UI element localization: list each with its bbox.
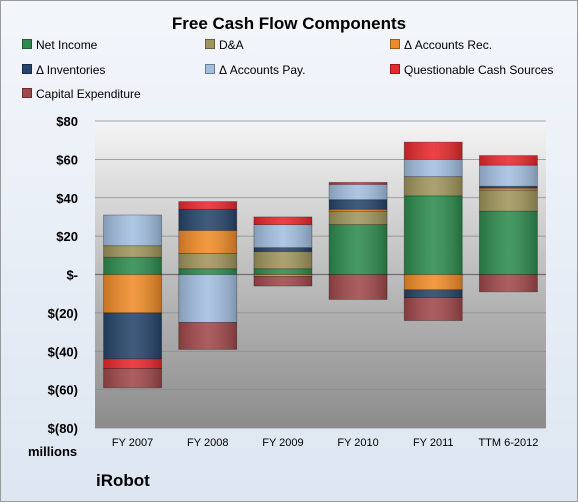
bar-segment-shade [178,322,237,350]
legend-swatch [390,64,400,74]
bar-segment-shade [479,211,538,275]
legend-label: Capital Expenditure [36,87,141,101]
y-tick-label: $(80) [48,421,78,436]
bar-segment-shade [103,368,162,388]
bar-segment-shade [404,159,463,177]
bar-segment-shade [404,289,463,298]
legend-item-inventories: Δ Inventories [22,63,105,77]
bar-segment-shade [479,165,538,187]
bar-segment-shade [103,312,162,359]
legend-label: Net Income [36,38,98,52]
bar-segment-shade [404,274,463,290]
bar-segment-shade [103,257,162,275]
bar-segment-shade [253,247,312,252]
bar-segment-shade [329,211,388,225]
bar-segment-shade [404,195,463,275]
bar-segment-shade [329,274,388,300]
bar-segment-shade [253,224,312,248]
x-axis: FY 2007 FY 2008 FY 2009 FY 2010 FY 2011 TTM 6… [112,437,538,449]
legend-label: Questionable Cash Sources [404,63,554,77]
bar-segment-shade [479,274,538,292]
legend-item-da: D&A [205,38,244,52]
y-tick-label: $40 [56,191,78,206]
y-tick-label: $- [66,268,78,283]
x-tick-label: FY 2007 [112,437,153,449]
y-tick-label: $80 [56,114,78,129]
bar-segment-shade [404,142,463,160]
x-tick-label: FY 2010 [337,437,378,449]
bar-segment-shade [103,215,162,246]
bar-segment-shade [253,251,312,269]
bar-segment-shade [253,268,312,275]
bar-segment-shade [479,188,538,191]
bar-segment-shade [329,209,388,212]
legend-swatch [22,64,32,74]
bar-segment-shade [178,253,237,269]
bar-segment-shade [178,230,237,254]
bar-segment-shade [178,274,237,323]
legend-item-capital-expenditure: Capital Expenditure [22,87,141,101]
bar-segment-shade [404,176,463,196]
legend-swatch [390,39,400,49]
x-tick-label: FY 2011 [413,437,454,449]
y-tick-label: $(40) [48,344,78,359]
legend-label: Δ Accounts Pay. [219,63,306,77]
bar-segment-shade [178,209,237,231]
bar-segment-shade [479,186,538,189]
x-tick-label: FY 2008 [187,437,228,449]
gridlines [95,120,546,429]
bar-segment-shade [178,268,237,275]
bar-segment-shade [103,274,162,313]
bar-segment-shade [253,216,312,225]
bar-segment-shade [329,199,388,210]
legend-item-net-income: Net Income [22,38,97,52]
bar-segment-shade [103,245,162,258]
legend-item-accounts-pay: Δ Accounts Pay. [205,63,306,77]
bar-segment-shade [329,182,388,185]
legend-item-questionable-cash-sources: Questionable Cash Sources [390,63,553,77]
brand-label: iRobot [96,471,150,490]
legend-swatch [22,39,32,49]
bar-segment-shade [329,184,388,200]
legend-label: D&A [219,38,244,52]
y-tick-label: $(20) [48,306,78,321]
bar-segment-shade [329,224,388,275]
legend-swatch [205,64,215,74]
y-tick-label: $60 [56,152,78,167]
x-tick-label: TTM 6-2012 [478,437,538,449]
bar-segment-shade [253,276,312,287]
chart-title: Free Cash Flow Components [171,14,407,33]
bar-segment-shade [103,358,162,369]
bar-segment-shade [479,155,538,166]
legend-swatch [205,39,215,49]
y-axis: $80 $60 $40 $20 $- $(20) $(40) $(60) $(80) [48,114,78,436]
legend-item-accounts-rec: Δ Accounts Rec. [390,38,492,52]
bar-segment-shade [253,274,312,277]
y-tick-label: $20 [56,229,78,244]
bars [103,141,538,389]
bar-segment-shade [178,201,237,210]
legend-label: Δ Accounts Rec. [404,38,493,52]
x-tick-label: FY 2009 [262,437,303,449]
bar-segment-shade [404,297,463,321]
legend-swatch [22,88,32,98]
bar-segment-shade [479,190,538,212]
y-tick-label: $(60) [48,383,78,398]
legend-label: Δ Inventories [36,63,106,77]
unit-label: millions [28,444,78,459]
